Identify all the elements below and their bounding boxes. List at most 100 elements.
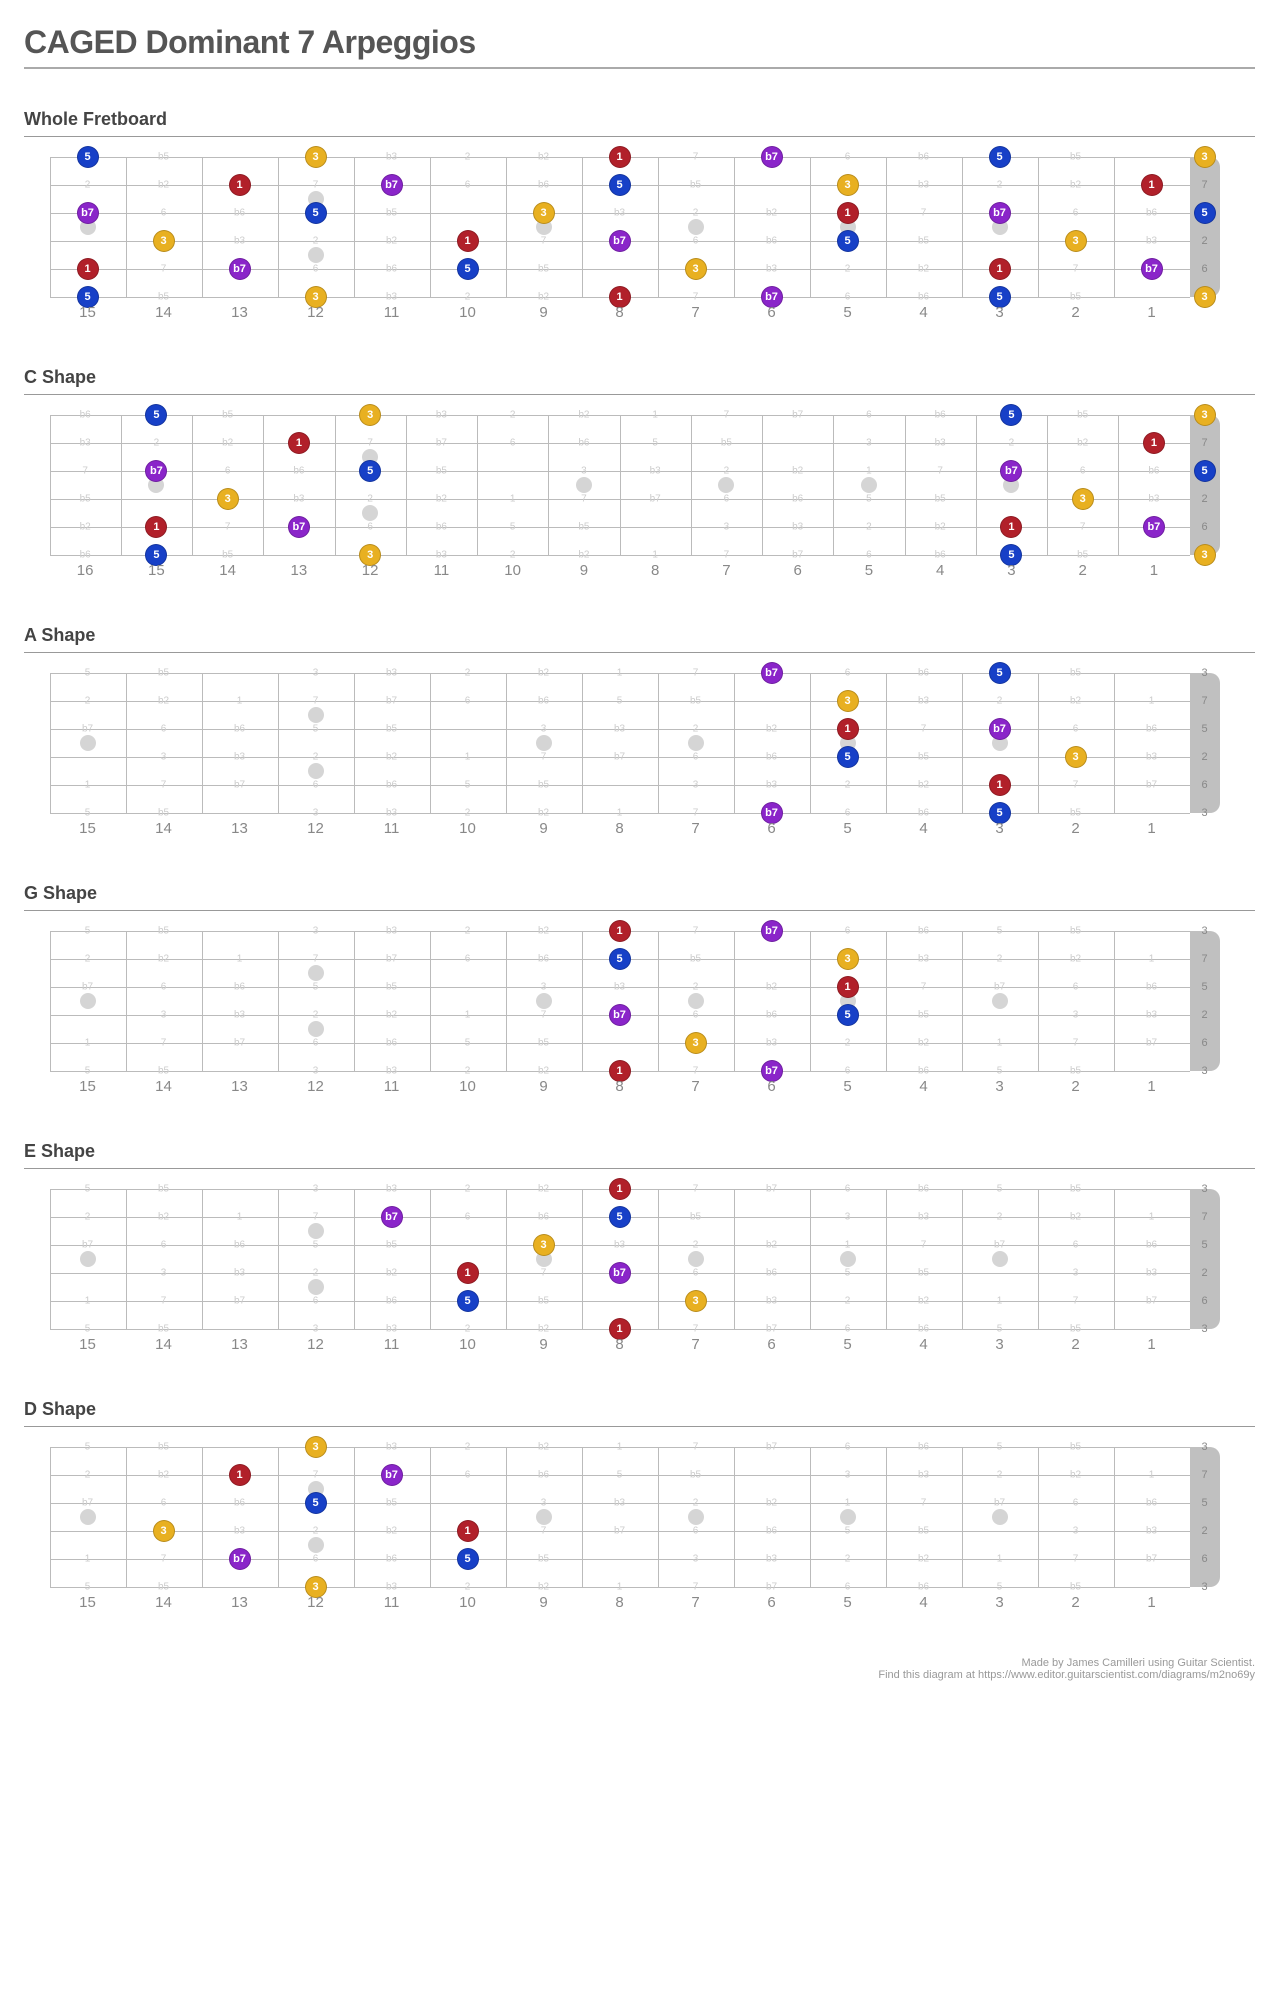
fret-number: 8 — [615, 304, 623, 321]
note-dot: b7 — [761, 662, 783, 684]
ghost-interval: 2 — [85, 696, 91, 707]
fret-number: 2 — [1071, 304, 1079, 321]
inlay-marker — [688, 735, 704, 751]
fret-number: 14 — [155, 304, 172, 321]
inlay-marker — [688, 1509, 704, 1525]
ghost-interval: 1 — [465, 752, 471, 763]
ghost-interval: b5 — [158, 668, 169, 679]
ghost-interval: 6 — [693, 1526, 699, 1537]
inlay-marker — [688, 1251, 704, 1267]
fret-number: 11 — [434, 562, 450, 579]
ghost-interval: 6 — [313, 1296, 319, 1307]
fret-number: 3 — [995, 1078, 1003, 1095]
ghost-interval: 5 — [997, 926, 1003, 937]
ghost-interval: 6 — [161, 1498, 167, 1509]
ghost-interval: b2 — [80, 522, 91, 533]
ghost-interval: 5 — [85, 1066, 91, 1077]
ghost-interval: 3 — [866, 438, 872, 449]
ghost-interval: b5 — [1077, 410, 1088, 421]
page-title: CAGED Dominant 7 Arpeggios — [24, 24, 1255, 61]
ghost-interval: b2 — [766, 208, 777, 219]
ghost-interval: 1 — [652, 550, 658, 561]
ghost-interval: b3 — [293, 494, 304, 505]
ghost-interval: b6 — [234, 1498, 245, 1509]
ghost-interval: b5 — [158, 808, 169, 819]
ghost-interval: 1 — [465, 1010, 471, 1021]
fret-number: 2 — [1078, 562, 1086, 579]
open-string-label: 6 — [1190, 779, 1220, 791]
ghost-interval: 2 — [154, 438, 160, 449]
ghost-interval: b3 — [614, 1498, 625, 1509]
ghost-interval: b6 — [386, 780, 397, 791]
ghost-interval: b2 — [386, 236, 397, 247]
ghost-interval: 7 — [313, 696, 319, 707]
ghost-interval: 5 — [85, 808, 91, 819]
note-dot: 3 — [217, 488, 239, 510]
ghost-interval: 7 — [1073, 1296, 1079, 1307]
ghost-interval: 6 — [465, 954, 471, 965]
ghost-interval: 2 — [510, 550, 516, 561]
ghost-interval: b6 — [935, 410, 946, 421]
ghost-interval: b2 — [538, 668, 549, 679]
inlay-marker — [576, 477, 592, 493]
note-dot: 5 — [1194, 202, 1216, 224]
ghost-interval: b2 — [158, 180, 169, 191]
ghost-interval: 3 — [313, 1066, 319, 1077]
ghost-interval: 2 — [85, 954, 91, 965]
ghost-interval: b7 — [1146, 1296, 1157, 1307]
fret-number: 8 — [615, 820, 623, 837]
ghost-interval: b5 — [1070, 668, 1081, 679]
section-title: G Shape — [24, 883, 1255, 904]
ghost-interval: 3 — [1073, 1268, 1079, 1279]
ghost-interval: 2 — [693, 724, 699, 735]
ghost-interval: 7 — [693, 808, 699, 819]
ghost-interval: 6 — [313, 1554, 319, 1565]
ghost-interval: b3 — [1148, 494, 1159, 505]
note-dot: 3 — [153, 230, 175, 252]
fret-number: 3 — [995, 304, 1003, 321]
fret-number: 3 — [1007, 562, 1015, 579]
fret-number: 9 — [580, 562, 588, 579]
ghost-interval: 1 — [997, 1038, 1003, 1049]
ghost-interval: 5 — [465, 1038, 471, 1049]
note-dot: 3 — [685, 1290, 707, 1312]
ghost-interval: b5 — [918, 1268, 929, 1279]
note-dot: b7 — [761, 920, 783, 942]
note-dot: 1 — [229, 174, 251, 196]
fret-number: 11 — [384, 1078, 400, 1095]
ghost-interval: 6 — [161, 208, 167, 219]
ghost-interval: b2 — [918, 264, 929, 275]
ghost-interval: 7 — [313, 180, 319, 191]
ghost-interval: b7 — [766, 1184, 777, 1195]
note-dot: b7 — [288, 516, 310, 538]
fret-number: 11 — [384, 820, 400, 837]
fret-number: 1 — [1147, 820, 1155, 837]
ghost-interval: b3 — [234, 752, 245, 763]
ghost-interval: b3 — [386, 926, 397, 937]
ghost-interval: b3 — [436, 550, 447, 561]
ghost-interval: b3 — [386, 1184, 397, 1195]
note-dot: b7 — [609, 1004, 631, 1026]
ghost-interval: 6 — [845, 1442, 851, 1453]
note-dot: 5 — [989, 662, 1011, 684]
inlay-marker — [840, 1251, 856, 1267]
fret-number: 10 — [459, 304, 476, 321]
ghost-interval: 2 — [85, 180, 91, 191]
note-dot: b7 — [1141, 258, 1163, 280]
note-dot: 3 — [533, 1234, 555, 1256]
ghost-interval: 2 — [997, 1470, 1003, 1481]
ghost-interval: 7 — [541, 236, 547, 247]
fretboard: 375263b55b66b771b22b33b551b22b33b55b66b7… — [50, 147, 1230, 317]
note-dot: 3 — [305, 1436, 327, 1458]
ghost-interval: 6 — [845, 926, 851, 937]
inlay-marker — [992, 1509, 1008, 1525]
ghost-interval: 6 — [1073, 208, 1079, 219]
note-dot: 3 — [685, 1032, 707, 1054]
fret-number: 14 — [219, 562, 236, 579]
ghost-interval: b5 — [1070, 1442, 1081, 1453]
ghost-interval: b7 — [994, 1498, 1005, 1509]
ghost-interval: b3 — [1146, 1526, 1157, 1537]
ghost-interval: 1 — [1149, 954, 1155, 965]
inlay-marker — [308, 1223, 324, 1239]
ghost-interval: 1 — [237, 696, 243, 707]
